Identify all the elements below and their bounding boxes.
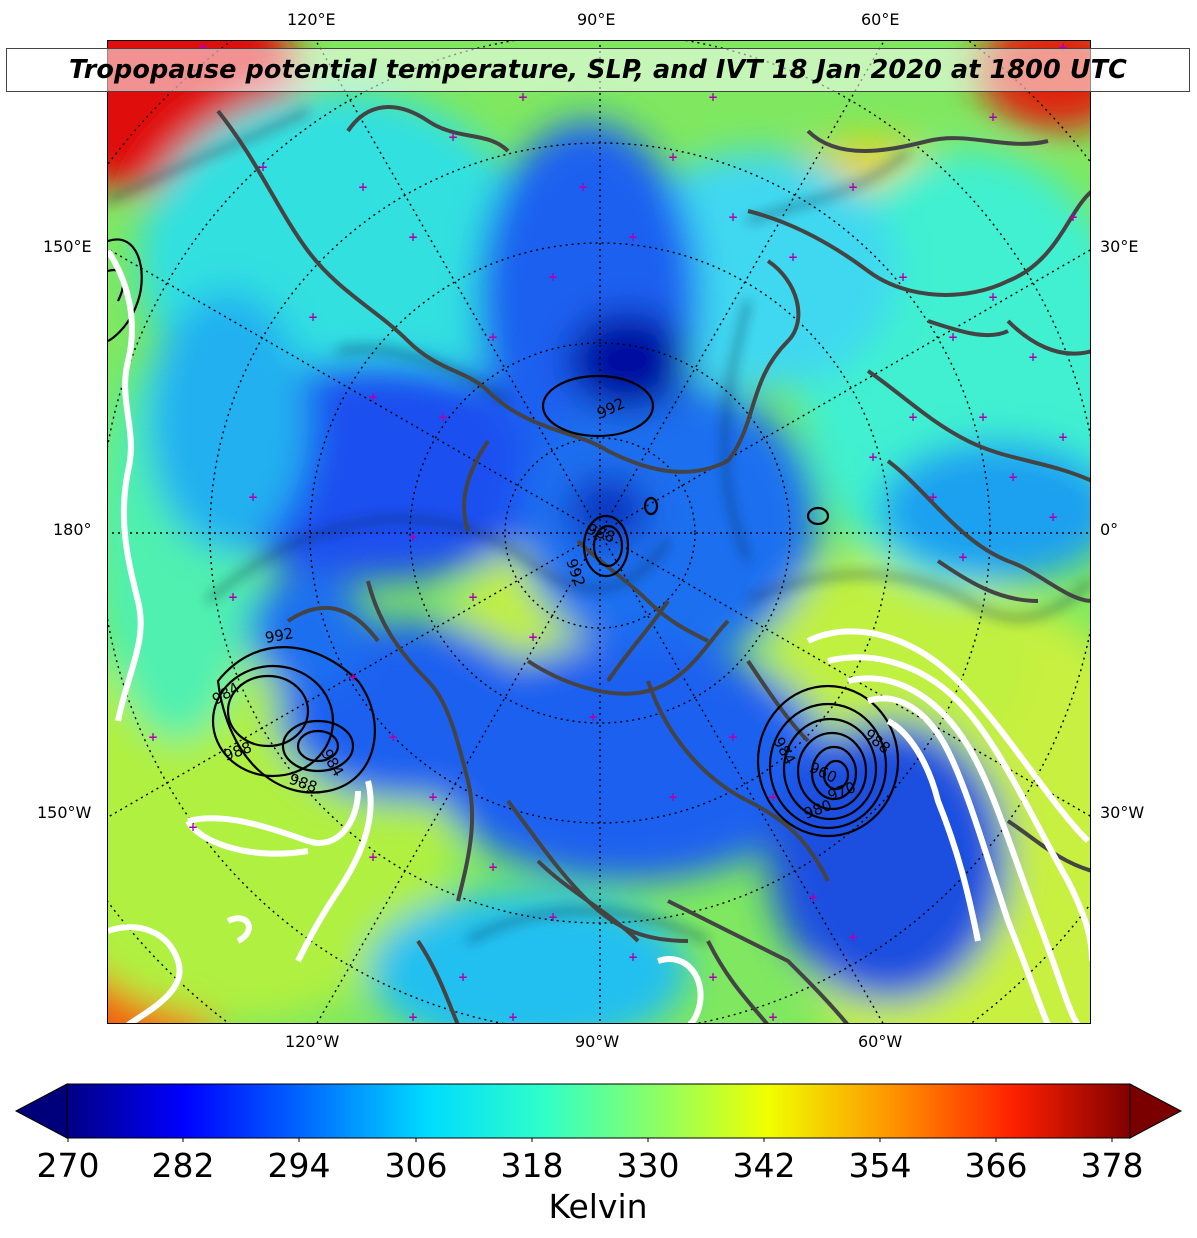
colorbar-tick-label: 318 bbox=[500, 1146, 564, 1185]
plot-title: Tropopause potential temperature, SLP, a… bbox=[69, 55, 1127, 85]
svg-text:+: + bbox=[898, 270, 908, 284]
theta-gradient-edges bbox=[108, 108, 1090, 944]
lon-label-left: 180° bbox=[53, 520, 92, 539]
lon-label-bottom: 60°W bbox=[858, 1032, 903, 1051]
svg-text:+: + bbox=[198, 41, 208, 54]
ivt-contours bbox=[108, 249, 1090, 1023]
svg-text:+: + bbox=[1068, 210, 1078, 224]
svg-text:+: + bbox=[468, 590, 478, 604]
svg-text:+: + bbox=[768, 1010, 778, 1024]
colorbar-tick-label: 378 bbox=[1080, 1146, 1144, 1185]
svg-text:+: + bbox=[868, 450, 878, 464]
svg-text:+: + bbox=[508, 1010, 518, 1024]
svg-text:+: + bbox=[438, 410, 448, 424]
svg-text:+: + bbox=[928, 490, 938, 504]
svg-text:+: + bbox=[308, 310, 318, 324]
lon-label-right: 30°E bbox=[1100, 237, 1139, 256]
map-panel: + + + + + + + + + + + + + + + + + + + + + + + + + + + + + + + + … bbox=[107, 40, 1091, 1024]
tropopause-theta-map: +++ + +++ + +++ + +++ + +++ + +++ + +++ + +++ + … bbox=[108, 41, 1090, 1024]
svg-text:+: + bbox=[458, 970, 468, 984]
svg-text:+: + bbox=[728, 210, 738, 224]
svg-text:+: + bbox=[588, 710, 598, 724]
svg-text:+: + bbox=[448, 130, 458, 144]
svg-text:+: + bbox=[358, 180, 368, 194]
svg-text:+: + bbox=[848, 180, 858, 194]
svg-text:+: + bbox=[728, 730, 738, 744]
svg-text:+: + bbox=[408, 230, 418, 244]
svg-text:+: + bbox=[668, 150, 678, 164]
slp-label: 992 bbox=[264, 624, 295, 647]
svg-text:+: + bbox=[188, 820, 198, 834]
svg-text:+: + bbox=[948, 330, 958, 344]
theta-shading bbox=[108, 41, 1090, 1023]
svg-text:+: + bbox=[708, 970, 718, 984]
svg-text:+: + bbox=[388, 730, 398, 744]
coastlines bbox=[216, 105, 1090, 1023]
slp-labels: 992 988 992 992 988 984 984 988 960 970 … bbox=[209, 394, 894, 823]
lon-label-right: 30°W bbox=[1100, 803, 1145, 822]
svg-text:+: + bbox=[488, 860, 498, 874]
svg-text:+: + bbox=[988, 110, 998, 124]
svg-text:+: + bbox=[348, 670, 358, 684]
svg-text:+: + bbox=[808, 890, 818, 904]
svg-text:+: + bbox=[848, 930, 858, 944]
colorbar-tick-label: 354 bbox=[848, 1146, 912, 1185]
colorbar-body bbox=[66, 1083, 1131, 1139]
colorbar-tick-label: 306 bbox=[384, 1146, 448, 1185]
svg-text:+: + bbox=[248, 490, 258, 504]
colorbar-extend-max bbox=[1129, 1083, 1183, 1139]
svg-text:+: + bbox=[1008, 470, 1018, 484]
svg-text:+: + bbox=[428, 790, 438, 804]
lon-label-left: 150°E bbox=[43, 237, 92, 256]
svg-text:+: + bbox=[518, 90, 528, 104]
lon-label-top: 120°E bbox=[287, 10, 336, 29]
svg-text:+: + bbox=[408, 1010, 418, 1024]
title-box: Tropopause potential temperature, SLP, a… bbox=[6, 48, 1190, 92]
svg-text:+: + bbox=[788, 250, 798, 264]
svg-text:+: + bbox=[528, 630, 538, 644]
colorbar-tick-label: 294 bbox=[267, 1146, 331, 1185]
svg-text:+: + bbox=[1058, 41, 1068, 54]
svg-text:+: + bbox=[628, 950, 638, 964]
svg-text:+: + bbox=[488, 330, 498, 344]
station-markers: +++ + +++ + +++ + +++ + +++ + +++ + +++ + +++ + … bbox=[148, 41, 1078, 1024]
svg-text:+: + bbox=[368, 850, 378, 864]
colorbar-tick-label: 270 bbox=[36, 1146, 100, 1185]
svg-text:+: + bbox=[1028, 350, 1038, 364]
lon-label-top: 60°E bbox=[861, 10, 900, 29]
svg-text:+: + bbox=[988, 290, 998, 304]
svg-text:+: + bbox=[908, 410, 918, 424]
svg-text:+: + bbox=[768, 790, 778, 804]
colorbar-ticks bbox=[67, 1138, 1113, 1142]
slp-contours bbox=[108, 238, 900, 838]
colorbar bbox=[14, 1083, 1183, 1142]
colorbar-tick-label: 282 bbox=[151, 1146, 215, 1185]
colorbar-extend-min bbox=[14, 1083, 68, 1139]
svg-text:+: + bbox=[1058, 430, 1068, 444]
svg-text:+: + bbox=[628, 230, 638, 244]
colorbar-tick-label: 366 bbox=[964, 1146, 1028, 1185]
lon-label-bottom: 120°W bbox=[285, 1032, 340, 1051]
svg-text:+: + bbox=[578, 180, 588, 194]
svg-text:+: + bbox=[408, 530, 418, 544]
svg-text:+: + bbox=[958, 550, 968, 564]
colorbar-tick-label: 342 bbox=[732, 1146, 796, 1185]
lon-label-top: 90°E bbox=[577, 10, 616, 29]
lon-label-left: 150°W bbox=[37, 803, 92, 822]
svg-text:+: + bbox=[548, 910, 558, 924]
svg-text:+: + bbox=[708, 90, 718, 104]
svg-text:+: + bbox=[368, 390, 378, 404]
lon-label-bottom: 90°W bbox=[575, 1032, 620, 1051]
svg-text:+: + bbox=[258, 160, 268, 174]
colorbar-units-label: Kelvin bbox=[548, 1187, 648, 1226]
meridians bbox=[108, 41, 1090, 1023]
svg-text:+: + bbox=[978, 410, 988, 424]
svg-text:+: + bbox=[668, 790, 678, 804]
svg-text:+: + bbox=[148, 730, 158, 744]
colorbar-tick-label: 330 bbox=[616, 1146, 680, 1185]
svg-text:+: + bbox=[1048, 510, 1058, 524]
lon-label-right: 0° bbox=[1100, 520, 1119, 539]
svg-text:+: + bbox=[548, 270, 558, 284]
svg-text:+: + bbox=[228, 590, 238, 604]
